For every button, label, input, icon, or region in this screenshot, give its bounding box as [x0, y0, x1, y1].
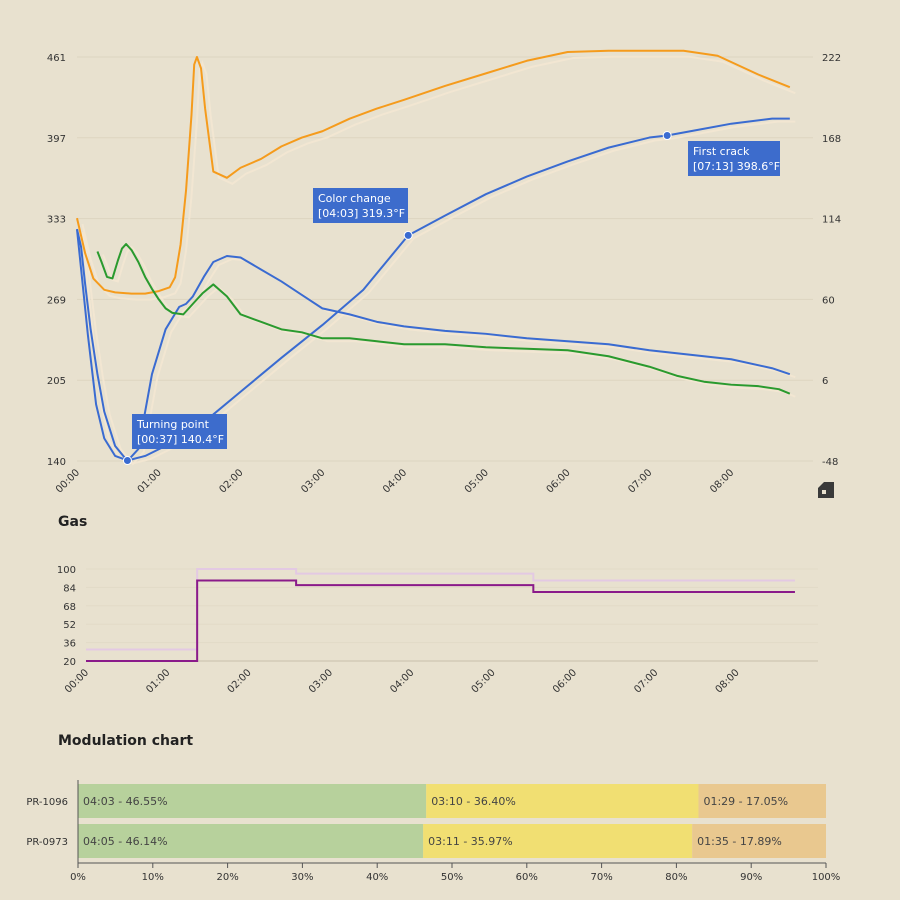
x-tick-label: 70%: [590, 872, 612, 883]
bar-segment-label: 03:10 - 36.40%: [431, 795, 516, 808]
x-tick-label: 10%: [142, 872, 164, 883]
curve-env_temp: [76, 49, 791, 295]
y-tick-label: 100: [57, 565, 76, 576]
modulation-section-title: Modulation chart: [58, 733, 194, 749]
annotation-marker: [662, 131, 672, 141]
annotation-title: Turning point: [136, 418, 210, 431]
x-tick-label: 100%: [812, 872, 841, 883]
y-right-tick-label: 168: [822, 134, 841, 145]
gas-section-title: Gas: [58, 514, 88, 530]
y-right-tick-label: 60: [822, 295, 835, 306]
x-tick-label: 00:00: [63, 667, 91, 695]
category-label: PR-0973: [26, 837, 68, 848]
x-tick-label: 08:00: [714, 667, 742, 695]
annotation-box: [313, 188, 408, 223]
bar-segment: [692, 824, 826, 858]
reference-curve: [101, 245, 796, 398]
annotation-box: [688, 141, 780, 176]
x-tick-label: 04:00: [381, 467, 409, 495]
x-tick-label: 40%: [366, 872, 388, 883]
y-right-tick-label: -48: [822, 457, 838, 468]
gas-reference-line: [86, 568, 795, 651]
category-label: PR-1096: [26, 797, 68, 808]
x-tick-label: 04:00: [388, 667, 416, 695]
x-tick-label: 07:00: [626, 467, 654, 495]
bar-segment-label: 01:35 - 17.89%: [697, 835, 782, 848]
x-tick-label: 02:00: [226, 667, 254, 695]
annotation-value: [04:03] 319.3°F: [318, 207, 405, 220]
x-tick-label: 02:00: [218, 467, 246, 495]
curve-ror_green: [96, 243, 791, 395]
x-tick-label: 05:00: [463, 467, 491, 495]
bar-segment-label: 04:05 - 46.14%: [83, 835, 168, 848]
x-tick-label: 80%: [665, 872, 687, 883]
x-tick-label: 06:00: [545, 467, 573, 495]
bar-segment: [426, 784, 699, 818]
x-tick-label: 60%: [516, 872, 538, 883]
y-tick-label: 20: [63, 657, 76, 668]
bar-segment-label: 03:11 - 35.97%: [428, 835, 513, 848]
y-left-tick-label: 461: [47, 53, 66, 64]
annotation-box: [132, 414, 227, 449]
bar-segment: [698, 784, 826, 818]
annotation-title: Color change: [318, 192, 391, 205]
x-tick-label: 00:00: [54, 467, 82, 495]
y-right-tick-label: 222: [822, 53, 841, 64]
annotation-marker: [122, 455, 132, 465]
y-left-tick-label: 205: [47, 376, 66, 387]
y-right-tick-label: 114: [822, 215, 841, 226]
y-left-tick-label: 333: [47, 215, 66, 226]
reference-curve: [81, 55, 796, 301]
x-tick-label: 30%: [291, 872, 313, 883]
y-left-tick-label: 397: [47, 134, 66, 145]
x-tick-label: 03:00: [299, 467, 327, 495]
bar-segment: [78, 824, 424, 858]
bar-segment-label: 04:03 - 46.55%: [83, 795, 168, 808]
y-tick-label: 68: [63, 602, 76, 613]
x-tick-label: 0%: [70, 872, 86, 883]
x-tick-label: 06:00: [551, 667, 579, 695]
x-tick-label: 07:00: [632, 667, 660, 695]
y-tick-label: 36: [63, 639, 76, 650]
y-tick-label: 52: [63, 620, 76, 631]
curve-ror_bean: [76, 228, 791, 462]
annotation-value: [00:37] 140.4°F: [137, 433, 224, 446]
y-tick-label: 84: [63, 583, 76, 594]
x-tick-label: 01:00: [144, 667, 172, 695]
x-tick-label: 90%: [740, 872, 762, 883]
x-tick-label: 03:00: [307, 667, 335, 695]
bar-segment-label: 01:29 - 17.05%: [703, 795, 788, 808]
annotation-title: First crack: [693, 145, 750, 158]
x-tick-label: 20%: [216, 872, 238, 883]
annotation-value: [07:13] 398.6°F: [693, 160, 780, 173]
y-right-tick-label: 6: [822, 376, 828, 387]
gas-line: [86, 579, 795, 662]
y-left-tick-label: 140: [47, 457, 66, 468]
x-tick-label: 08:00: [708, 467, 736, 495]
bar-segment: [423, 824, 693, 858]
curve-bean_temp: [76, 117, 790, 462]
bar-segment: [78, 784, 427, 818]
x-tick-label: 50%: [441, 872, 463, 883]
y-left-tick-label: 269: [47, 295, 66, 306]
x-tick-label: 01:00: [136, 467, 164, 495]
x-tick-label: 05:00: [470, 667, 498, 695]
annotation-marker: [403, 230, 413, 240]
